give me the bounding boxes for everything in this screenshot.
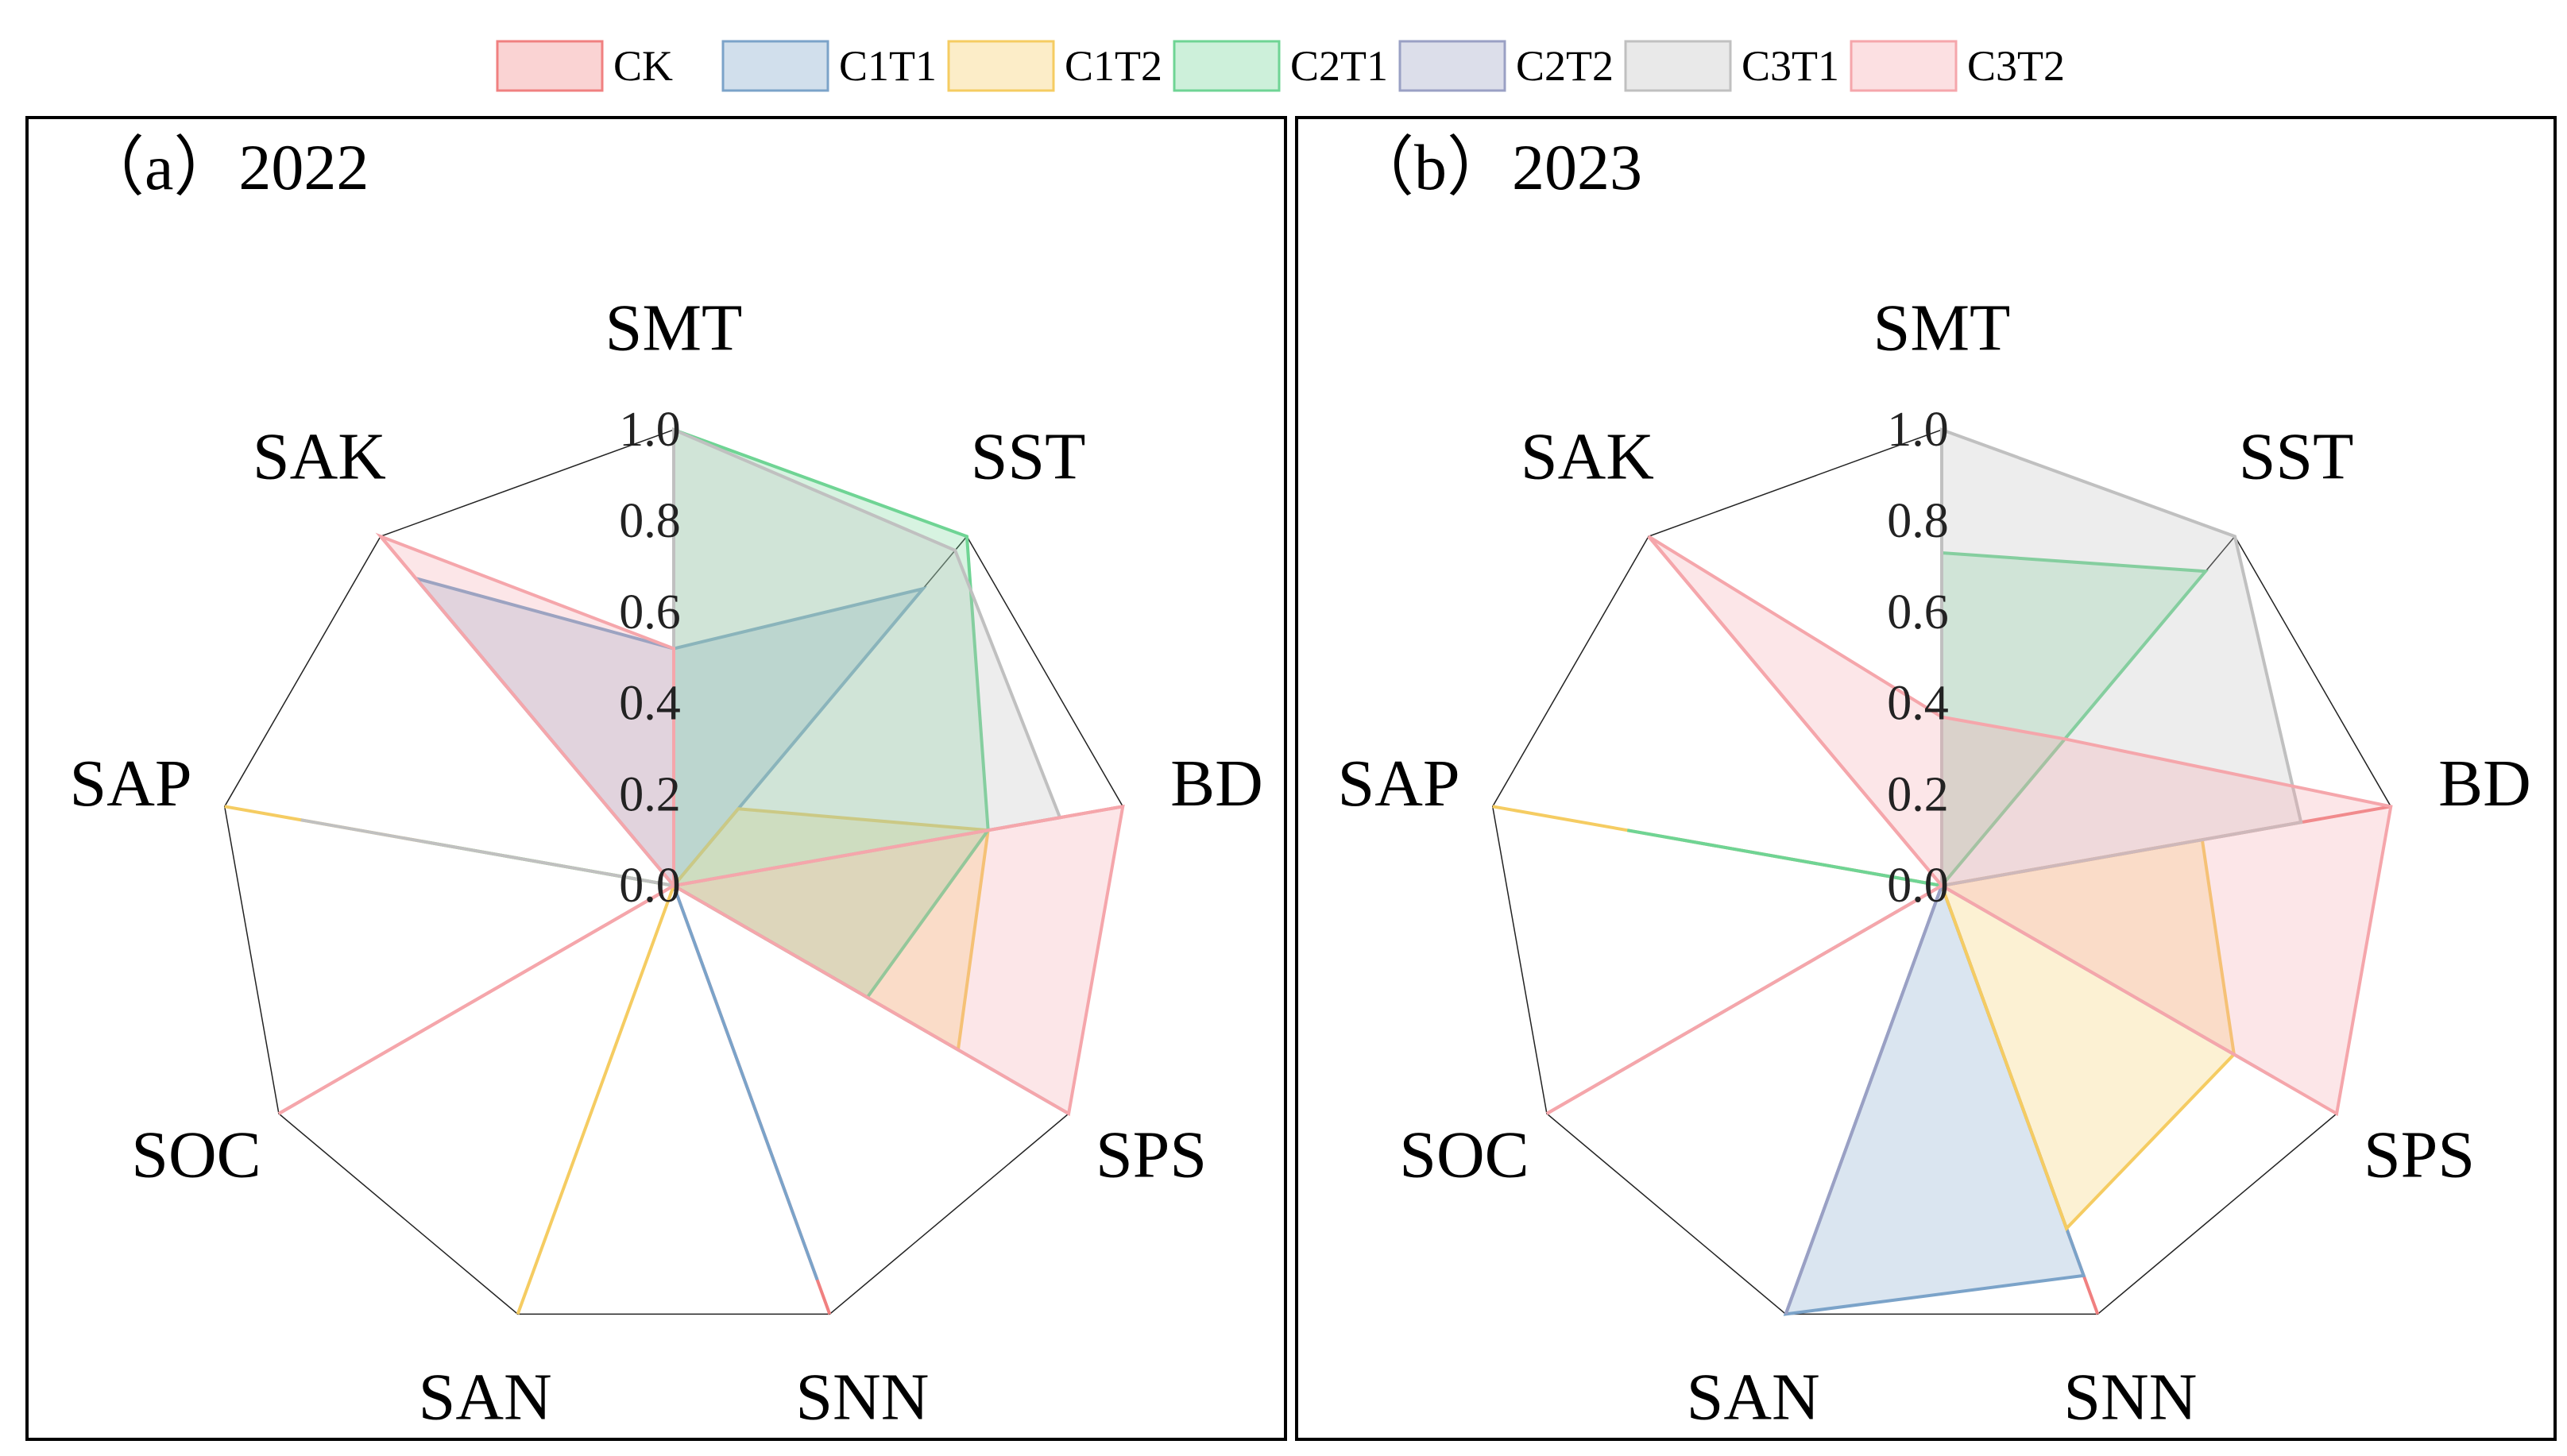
axis-label-soc: SOC bbox=[131, 1118, 261, 1191]
legend-label: C3T1 bbox=[1742, 42, 1839, 90]
panel-2022: （a）2022 0.0 0.2 0.4 0.6 0.8 1.0 SMT SST BD SPS SNN… bbox=[25, 116, 1287, 1441]
legend-swatch bbox=[1398, 40, 1506, 92]
tick-label: 0.0 bbox=[1887, 859, 1949, 913]
tick-label: 0.0 bbox=[619, 859, 681, 913]
grid-ring bbox=[223, 429, 1124, 1315]
axis-label-soc: SOC bbox=[1399, 1118, 1529, 1191]
panel-frame bbox=[1295, 116, 2557, 1441]
legend-item-c3t2: C3T2 bbox=[1850, 40, 2065, 92]
tick-label: 0.4 bbox=[619, 677, 681, 731]
series-area-c3t2 bbox=[277, 532, 1125, 1117]
series-area-c3t2 bbox=[1545, 535, 2393, 1117]
legend-label: C1T1 bbox=[839, 42, 937, 90]
legend-item-c1t2: C1T2 bbox=[947, 40, 1162, 92]
legend-item-ck: CK bbox=[496, 40, 673, 92]
axis-label-bd: BD bbox=[1170, 747, 1263, 821]
axis-label-sap: SAP bbox=[69, 747, 191, 821]
tick-label: 1.0 bbox=[1887, 403, 1949, 457]
axis-label-smt: SMT bbox=[1873, 291, 2011, 365]
legend-item-c2t1: C2T1 bbox=[1173, 40, 1388, 92]
tick-label: 0.8 bbox=[1887, 494, 1949, 548]
grid-ring bbox=[1491, 429, 2392, 1315]
legend-swatch bbox=[947, 40, 1055, 92]
legend-label: C3T2 bbox=[1967, 42, 2065, 90]
axis-label-sst: SST bbox=[2239, 420, 2354, 494]
axis-label-sps: SPS bbox=[2364, 1118, 2475, 1191]
legend-swatch bbox=[1850, 40, 1958, 92]
legend-swatch bbox=[721, 40, 829, 92]
tick-label: 0.2 bbox=[1887, 767, 1949, 821]
axis-label-san: SAN bbox=[419, 1360, 552, 1434]
legend-label: CK bbox=[613, 42, 673, 90]
panel-frame bbox=[25, 116, 1287, 1441]
tick-label: 0.8 bbox=[619, 494, 681, 548]
axis-label-sst: SST bbox=[971, 420, 1086, 494]
panel-title: （a）2022 bbox=[79, 131, 369, 203]
legend: CK C1T1 C1T2 C2T1 C2T2 C3T1 C3T2 bbox=[496, 40, 2065, 92]
tick-label: 0.6 bbox=[619, 585, 681, 639]
legend-label: C2T1 bbox=[1290, 42, 1388, 90]
legend-swatch bbox=[496, 40, 604, 92]
panel-2023: （b）2023 0.0 0.2 0.4 0.6 0.8 1.0 SMT SST BD SPS SNN… bbox=[1295, 116, 2557, 1441]
axis-label-snn: SNN bbox=[2063, 1360, 2197, 1434]
legend-swatch bbox=[1624, 40, 1732, 92]
axis-label-snn: SNN bbox=[795, 1360, 929, 1434]
legend-label: C2T2 bbox=[1516, 42, 1614, 90]
panel-title: （b）2023 bbox=[1349, 131, 1642, 203]
axis-label-bd: BD bbox=[2438, 747, 2531, 821]
axis-label-smt: SMT bbox=[605, 291, 743, 365]
legend-item-c3t1: C3T1 bbox=[1624, 40, 1839, 92]
axis-label-sak: SAK bbox=[253, 420, 386, 494]
legend-item-c1t1: C1T1 bbox=[721, 40, 937, 92]
tick-label: 0.6 bbox=[1887, 585, 1949, 639]
axis-label-sak: SAK bbox=[1521, 420, 1654, 494]
legend-label: C1T2 bbox=[1065, 42, 1162, 90]
legend-swatch bbox=[1173, 40, 1281, 92]
tick-label: 0.2 bbox=[619, 767, 681, 821]
tick-label: 1.0 bbox=[619, 403, 681, 457]
axis-label-sap: SAP bbox=[1337, 747, 1459, 821]
tick-label: 0.4 bbox=[1887, 677, 1949, 731]
legend-item-c2t2: C2T2 bbox=[1398, 40, 1614, 92]
axis-label-san: SAN bbox=[1687, 1360, 1820, 1434]
axis-label-sps: SPS bbox=[1096, 1118, 1207, 1191]
